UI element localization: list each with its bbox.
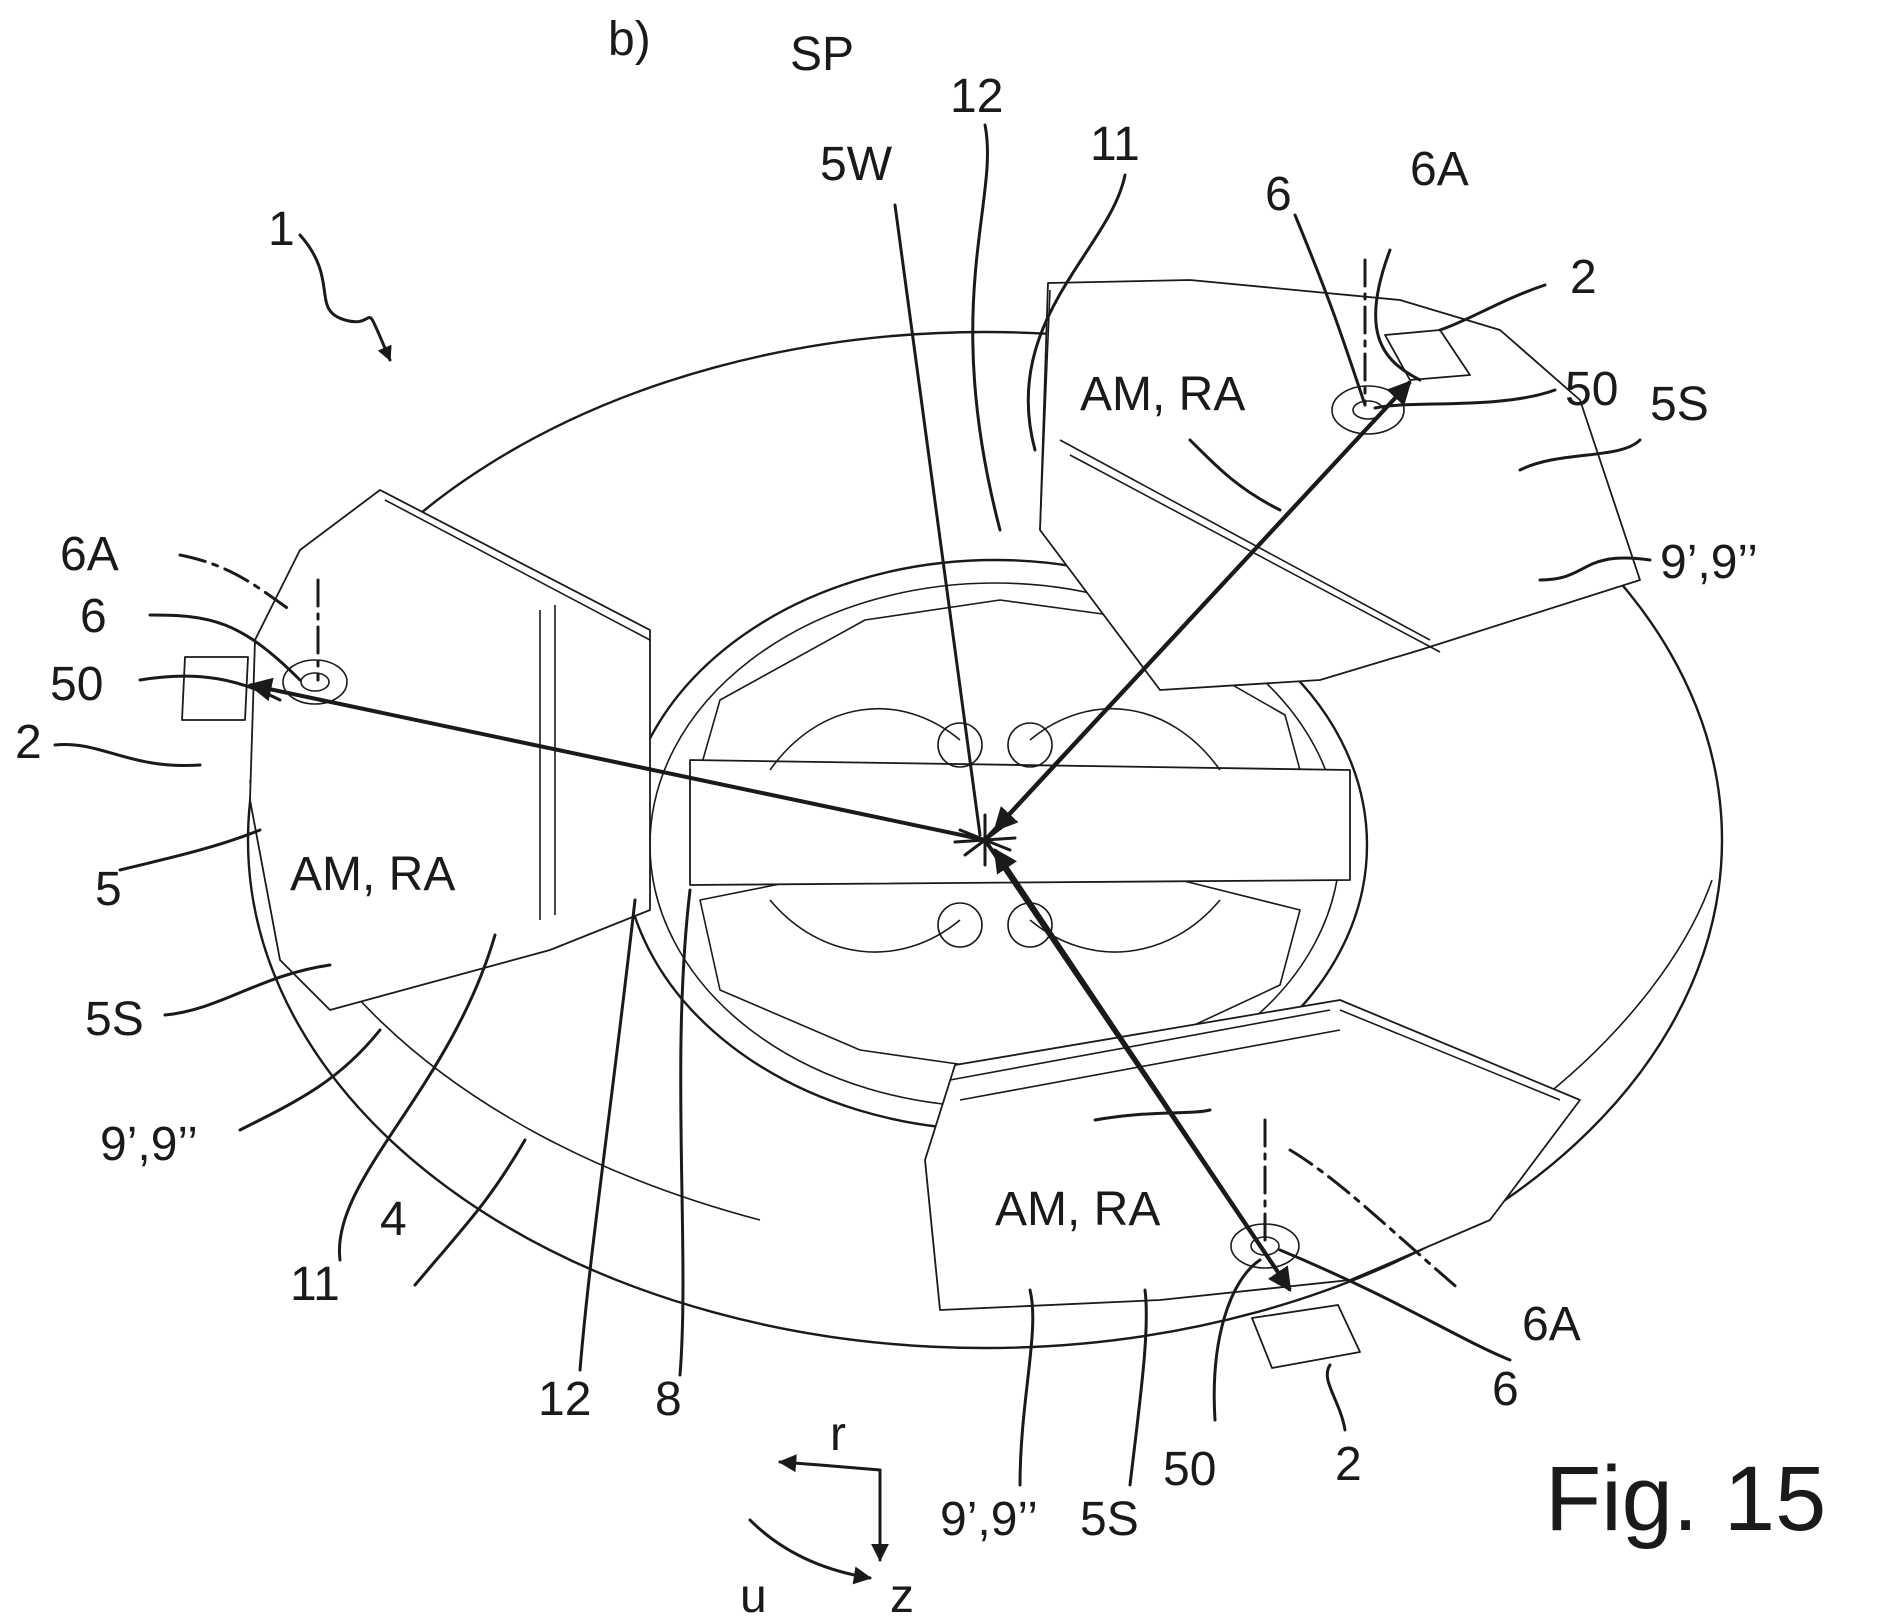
hub-upper-ribs — [770, 709, 1220, 770]
ref-8-label: 8 — [655, 1373, 682, 1426]
ref-5s-top-label: 5S — [1650, 378, 1709, 431]
ref-am-ra-left-label: AM, RA — [290, 848, 455, 901]
segment-upper-right — [1040, 280, 1640, 690]
ref-12-bottom-label: 12 — [538, 1373, 591, 1426]
subfigure-label: b) — [608, 13, 651, 66]
ref-5-label: 5 — [95, 863, 122, 916]
ref-12-top-label: 12 — [950, 70, 1003, 123]
tab-2-bottom — [1252, 1305, 1360, 1368]
ref-6a-bottom-label: 6A — [1522, 1298, 1581, 1351]
axis-r-stem — [820, 1465, 880, 1470]
ref-6-left-label: 6 — [80, 590, 107, 643]
ref-am-ra-top-label: AM, RA — [1080, 368, 1245, 421]
ref-50-top-label: 50 — [1565, 363, 1618, 416]
axis-r-arrow — [780, 1462, 820, 1465]
center-label: SP — [790, 28, 854, 81]
ref-11-top-label: 11 — [1090, 118, 1140, 171]
axis-triad — [750, 1462, 880, 1578]
ref-am-ra-bottom-label: AM, RA — [995, 1183, 1160, 1236]
segment-left-plate — [250, 490, 650, 1010]
segment-upper-right-plate — [1040, 280, 1640, 690]
ref-6-bottom-label: 6 — [1492, 1363, 1519, 1416]
ref-2-top-label: 2 — [1570, 251, 1597, 304]
ref-5s-left-label: 5S — [85, 993, 144, 1046]
ref-5w-label: 5W — [820, 138, 893, 191]
ref-2-bottom-label: 2 — [1335, 1438, 1362, 1491]
axis-r-label: r — [830, 1408, 846, 1461]
ref-9-top-label: 9’,9’’ — [1660, 536, 1758, 589]
ref-5s-bottom-label: 5S — [1080, 1493, 1139, 1546]
ref-6a-left-label: 6A — [60, 528, 119, 581]
tab-2-left — [182, 657, 248, 720]
hub-rib-eye-3 — [938, 903, 982, 947]
ref-6a-top-label: 6A — [1410, 143, 1469, 196]
segment-left — [182, 490, 650, 1010]
ref-50-bottom-label: 50 — [1163, 1443, 1216, 1496]
ref-6-top-label: 6 — [1265, 168, 1292, 221]
hub-lower-ribs — [770, 900, 1220, 952]
figure-caption: Fig. 15 — [1545, 1448, 1826, 1550]
axis-z-label: z — [890, 1570, 914, 1618]
ref-9-left-label: 9’,9’’ — [100, 1118, 198, 1171]
ref-1-label: 1 — [268, 203, 295, 256]
hub-rib-eye-1 — [938, 723, 982, 767]
hub-rib-eye-2 — [1008, 723, 1052, 767]
ref-11-bottom-label: 11 — [290, 1258, 340, 1311]
axis-u-label: u — [740, 1570, 767, 1618]
hub-center-bar — [690, 760, 1350, 885]
ref-4-label: 4 — [380, 1193, 407, 1246]
axis-u-arrow — [750, 1520, 870, 1578]
ref-9-bottom-label: 9’,9’’ — [940, 1493, 1038, 1546]
ref-2-left-label: 2 — [15, 716, 42, 769]
ref-50-left-label: 50 — [50, 658, 103, 711]
